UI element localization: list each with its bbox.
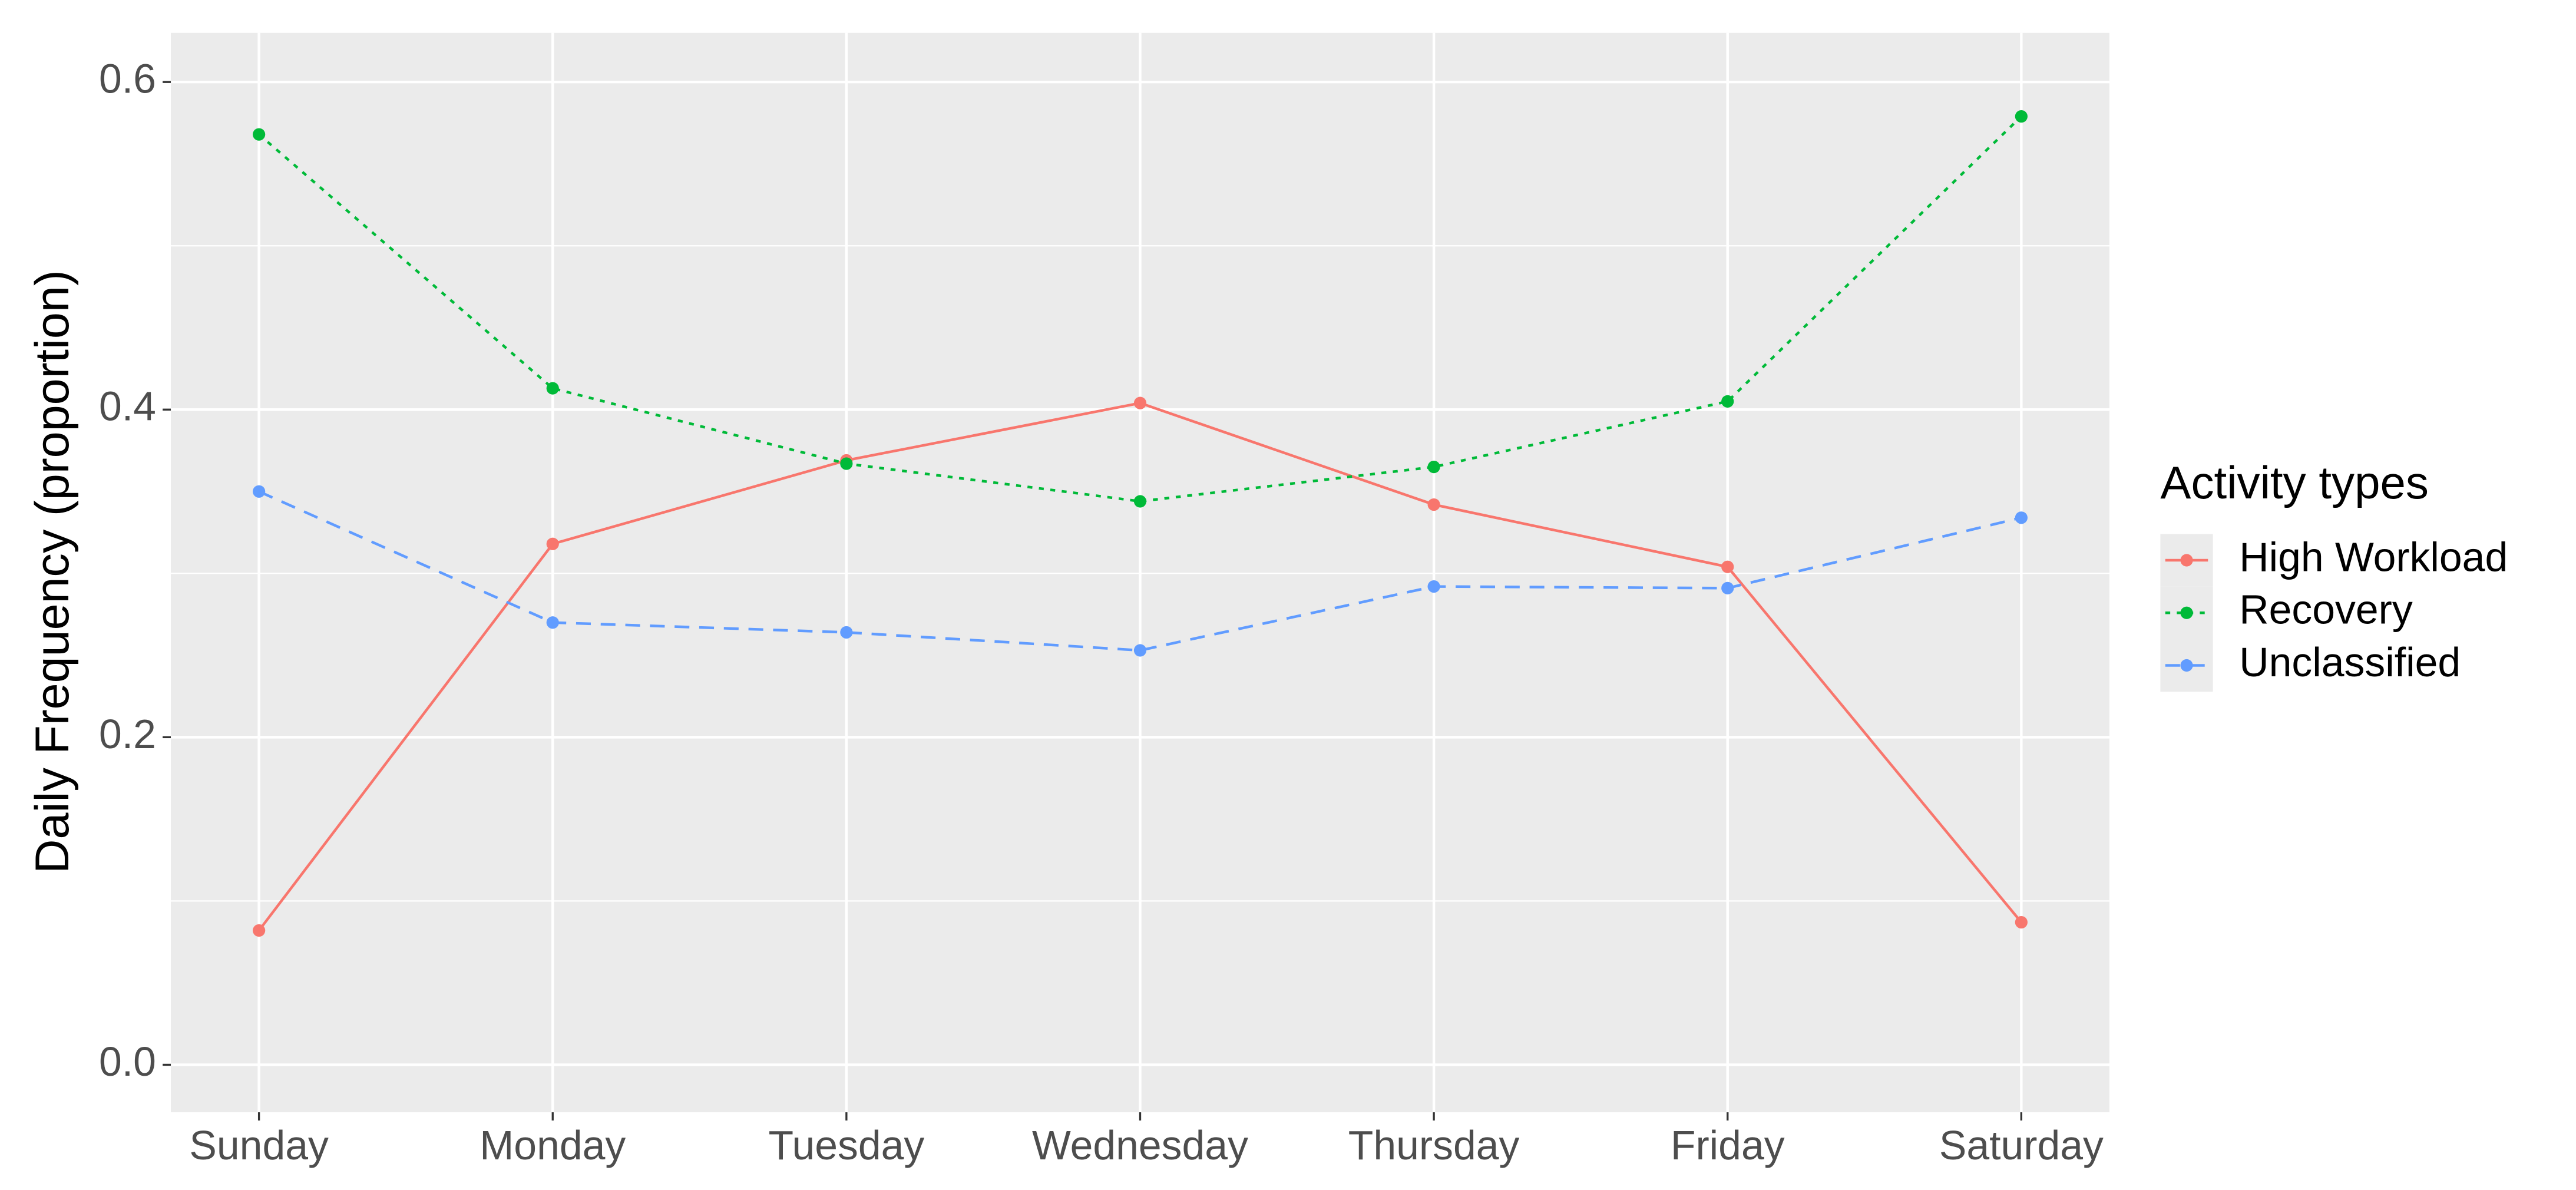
legend-label: Unclassified (2239, 639, 2461, 685)
data-point (1427, 580, 1440, 593)
data-point (546, 616, 559, 629)
data-point (1721, 560, 1734, 573)
legend-label: High Workload (2239, 534, 2508, 580)
legend-key-point (2180, 659, 2193, 672)
x-tick-label: Saturday (1939, 1122, 2104, 1168)
y-tick-label: 0.4 (99, 384, 156, 429)
data-point (840, 626, 853, 639)
x-tick-label: Sunday (189, 1122, 329, 1168)
data-point (1427, 498, 1440, 511)
x-tick-label: Wednesday (1032, 1122, 1248, 1168)
data-point (840, 457, 853, 470)
x-tick-label: Friday (1671, 1122, 1785, 1168)
y-tick-label: 0.0 (99, 1039, 156, 1085)
data-point (1133, 644, 1147, 657)
data-point (546, 537, 559, 550)
data-point (2015, 915, 2028, 929)
data-point (1133, 495, 1147, 508)
data-point (1721, 395, 1734, 408)
y-tick-label: 0.6 (99, 56, 156, 102)
x-tick-label: Thursday (1348, 1122, 1520, 1168)
data-point (2015, 110, 2028, 123)
x-tick-label: Tuesday (768, 1122, 924, 1168)
x-tick-label: Monday (480, 1122, 626, 1168)
data-point (2015, 511, 2028, 524)
data-point (253, 924, 266, 937)
y-axis-title: Daily Frequency (proportion) (26, 270, 79, 874)
data-point (1721, 581, 1734, 594)
legend-key-point (2180, 554, 2193, 567)
data-point (1427, 460, 1440, 474)
legend-label: Recovery (2239, 587, 2413, 633)
data-point (253, 128, 266, 141)
data-point (1133, 396, 1147, 409)
data-point (546, 382, 559, 395)
y-tick-label: 0.2 (99, 711, 156, 757)
legend-key-point (2180, 606, 2193, 619)
data-point (253, 485, 266, 498)
legend-title: Activity types (2160, 457, 2429, 508)
